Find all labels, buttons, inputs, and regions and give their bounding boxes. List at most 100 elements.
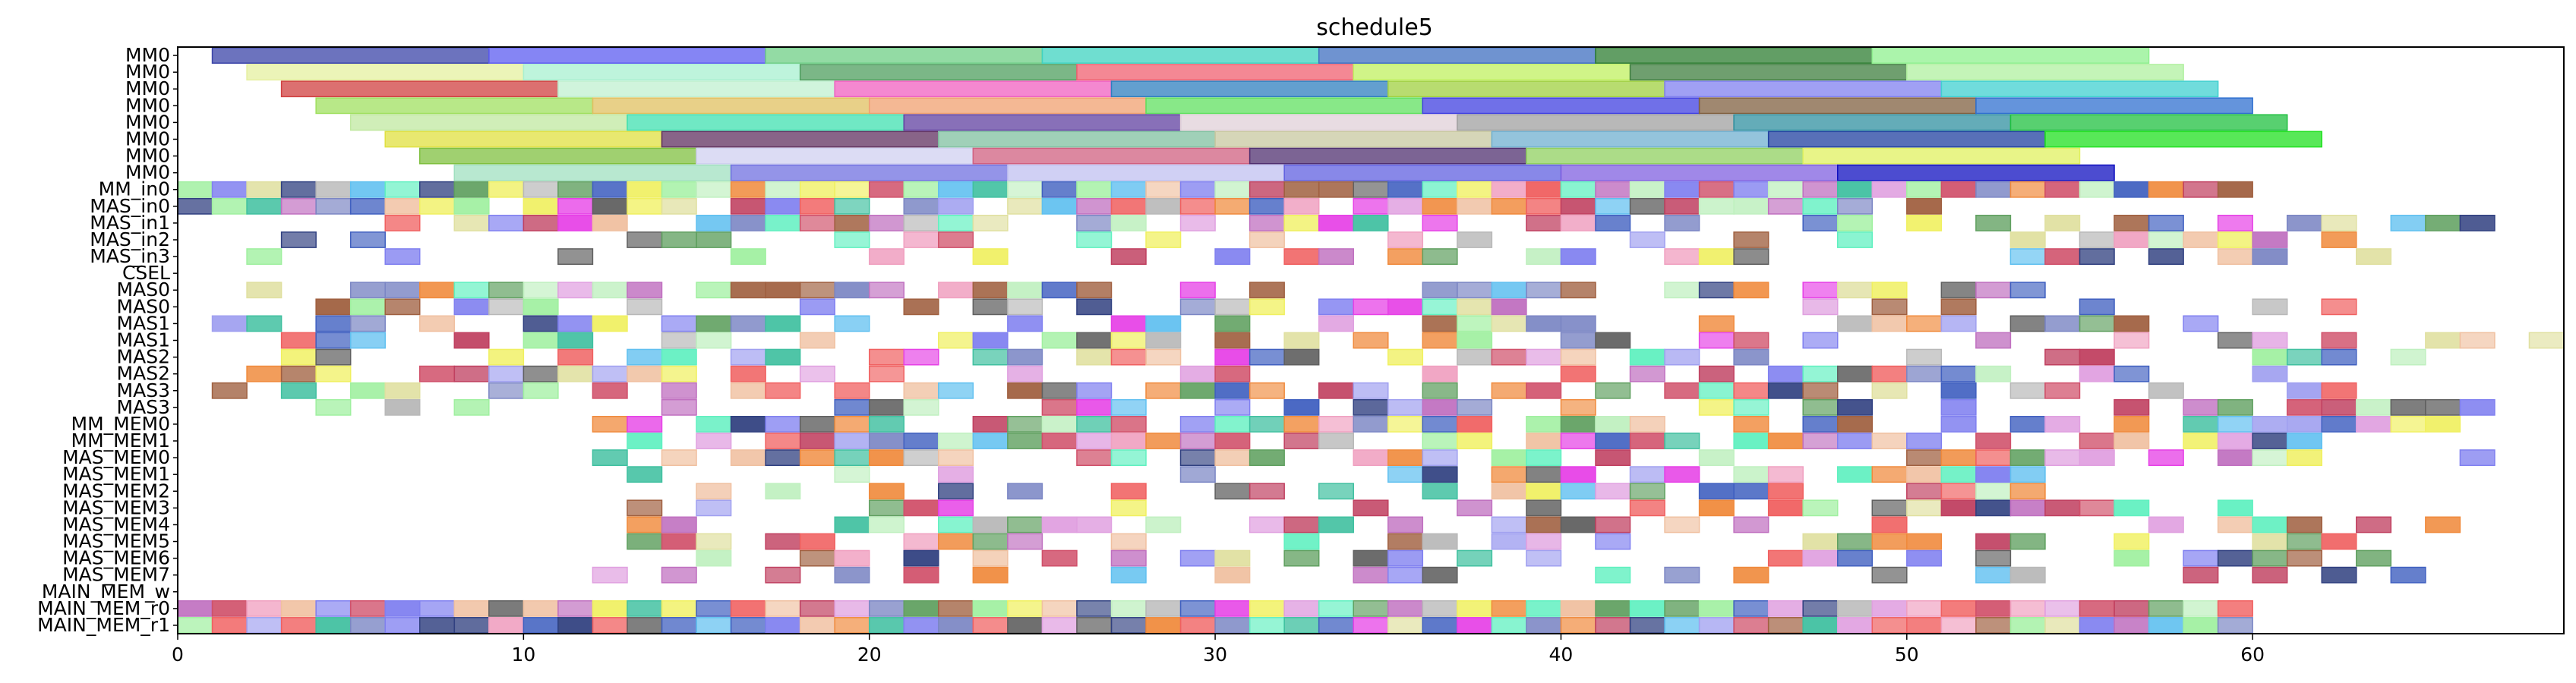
task-bar (2459, 332, 2496, 349)
task-bar (349, 600, 386, 617)
task-bar (2044, 416, 2081, 433)
task-bar (1767, 382, 1804, 399)
task-bar (2183, 549, 2219, 567)
task-bar (1110, 214, 1147, 231)
task-bar (2079, 348, 2115, 366)
task-bar (1283, 600, 1320, 617)
task-bar (1353, 549, 1389, 567)
task-bar (1353, 398, 1389, 416)
task-bar (1698, 315, 1735, 332)
task-bar (1076, 516, 1113, 533)
task-bar (1422, 566, 1458, 584)
y-tick-label: MAS_MEM7 (62, 564, 170, 586)
task-bar (1422, 248, 1458, 265)
task-bar (2148, 231, 2184, 248)
task-bar (2217, 181, 2253, 198)
task-bar (834, 315, 870, 332)
y-tick-label: MAS_in2 (90, 228, 170, 250)
task-bar (1560, 197, 1596, 215)
task-bar (1214, 566, 1251, 584)
task-bar (1975, 365, 2012, 382)
task-bar (1214, 298, 1251, 316)
task-bar (2321, 398, 2357, 416)
task-bar (2148, 600, 2184, 617)
task-bar (1283, 197, 1320, 215)
task-bar (419, 617, 456, 634)
task-bar (938, 332, 974, 349)
task-bar (1283, 164, 1562, 181)
task-bar (1802, 197, 1839, 215)
task-bar (280, 348, 317, 366)
task-bar (2286, 348, 2322, 366)
task-bar (2044, 449, 2081, 467)
task-bar (627, 231, 663, 248)
task-bar (2459, 449, 2496, 467)
y-tick-label: MM0 (125, 61, 170, 83)
task-bar (1457, 298, 1493, 316)
task-bar (1664, 617, 1700, 634)
task-bar (2286, 533, 2322, 550)
task-bar (384, 248, 421, 265)
task-bar (315, 332, 352, 349)
task-bar (1283, 181, 1320, 198)
task-bar (1733, 382, 1769, 399)
task-bar (1110, 533, 1147, 550)
task-bar (1457, 600, 1493, 617)
task-bar (1664, 80, 1943, 98)
task-bar (1145, 97, 1424, 115)
task-bar (1041, 416, 1078, 433)
task-bar (522, 382, 559, 399)
task-bar (627, 181, 663, 198)
task-bar (1940, 449, 1977, 467)
task-bar (1871, 298, 1908, 316)
task-bar (2286, 449, 2322, 467)
task-bar (627, 114, 905, 131)
task-bar (522, 64, 801, 81)
task-bar (1629, 433, 1665, 449)
task-bar (1526, 382, 1562, 399)
task-bar (2252, 566, 2288, 584)
task-bar (315, 315, 352, 332)
task-bar (834, 516, 870, 533)
task-bar (730, 197, 766, 215)
task-bar (2252, 248, 2288, 265)
task-bar (1836, 617, 1874, 634)
task-bar (1802, 416, 1839, 433)
task-bar (592, 382, 628, 399)
task-bar (2044, 499, 2081, 517)
task-bar (1145, 348, 1182, 366)
task-bar (1871, 600, 1908, 617)
task-bar (1076, 398, 1113, 416)
task-bar (730, 416, 766, 433)
task-bar (1387, 231, 1424, 248)
task-bar (315, 348, 352, 366)
task-bar (1871, 499, 1908, 517)
task-bar (2009, 483, 2046, 500)
task-bar (1560, 348, 1596, 366)
task-bar (972, 516, 1009, 533)
task-bar (1491, 466, 1527, 483)
task-bar (1318, 214, 1354, 231)
task-bar (1110, 566, 1147, 584)
task-bar (1664, 516, 1700, 533)
task-bar (2044, 348, 2081, 366)
task-bar (1422, 382, 1458, 399)
task-bar (661, 533, 697, 550)
task-bar (765, 566, 801, 584)
y-tick-label: MM_MEM1 (71, 430, 170, 452)
task-bar (834, 416, 870, 433)
task-bar (1733, 416, 1769, 433)
task-bar (280, 332, 317, 349)
task-bar (2286, 549, 2322, 567)
task-bar (1283, 214, 1320, 231)
task-bar (903, 549, 939, 567)
task-bar (1802, 549, 1839, 567)
task-bar (1767, 131, 2046, 148)
task-bar (1179, 114, 1458, 131)
task-bar (2183, 433, 2219, 449)
task-bar (765, 282, 801, 299)
task-bar (1387, 298, 1424, 316)
task-bar (799, 449, 835, 467)
task-bar (1283, 617, 1320, 634)
task-bar (1560, 282, 1596, 299)
